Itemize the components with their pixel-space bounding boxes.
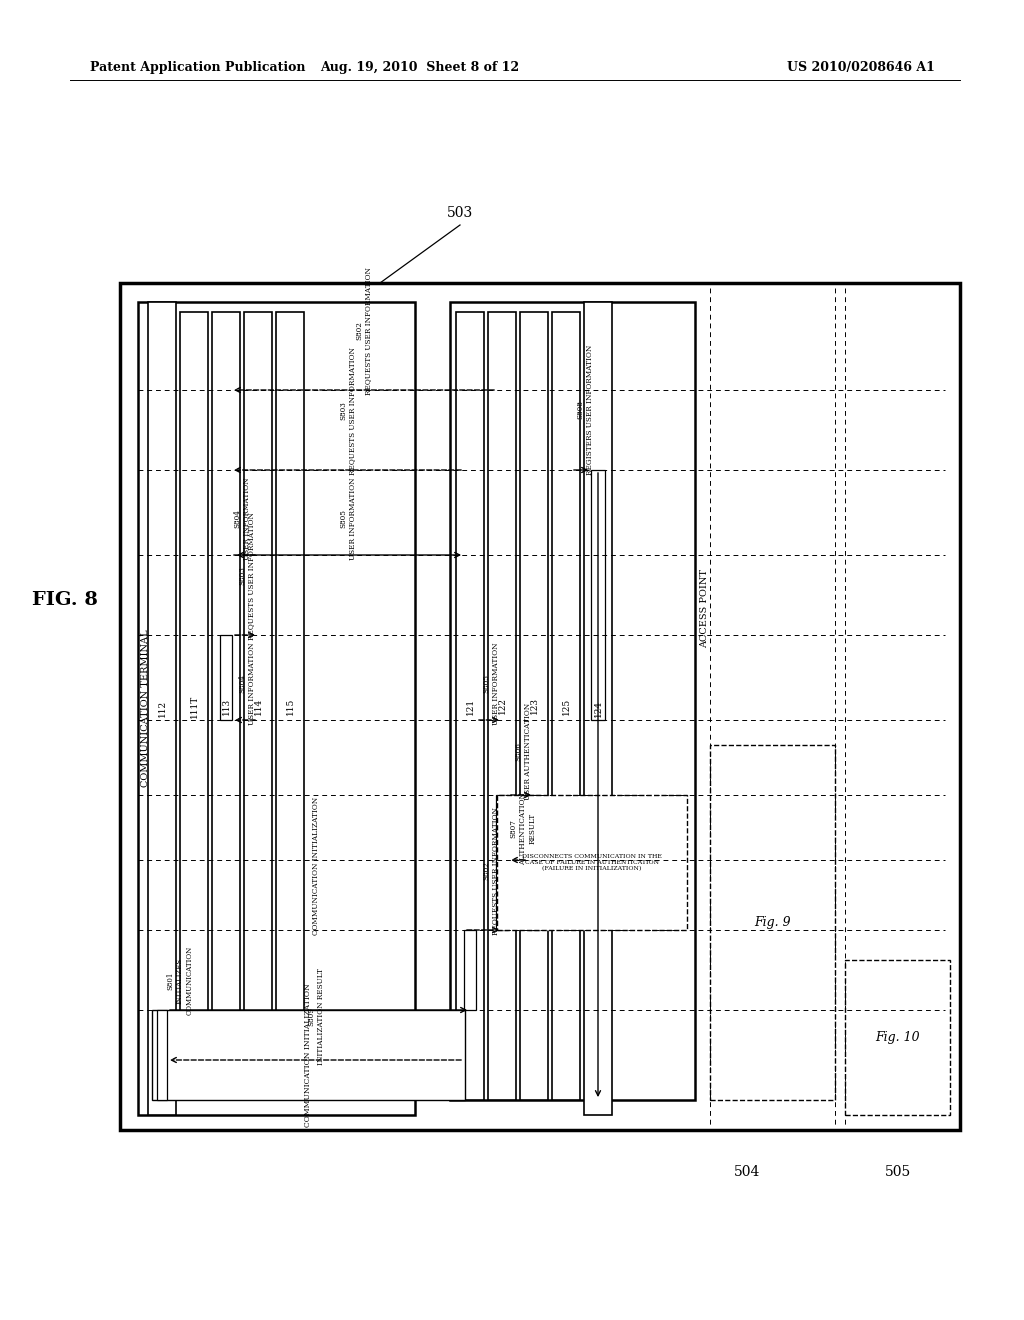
Bar [520, 312, 548, 1100]
Text: FIG. 8: FIG. 8 [32, 591, 98, 609]
Text: 112: 112 [158, 700, 167, 717]
Text: 113: 113 [221, 697, 230, 714]
Bar [464, 931, 476, 1010]
Bar [148, 302, 176, 1115]
Text: S804
USER INFORMATION: S804 USER INFORMATION [239, 643, 256, 725]
Bar [220, 635, 232, 719]
Text: COMMUNICATION INITIALIZATION: COMMUNICATION INITIALIZATION [312, 797, 319, 935]
Text: 503: 503 [446, 206, 473, 220]
Text: 125: 125 [561, 697, 570, 714]
Bar [212, 312, 240, 1100]
Text: S804
USER INFORMATION: S804 USER INFORMATION [233, 478, 251, 560]
Bar [157, 1010, 167, 1100]
Text: S805
USER INFORMATION: S805 USER INFORMATION [339, 478, 356, 560]
Text: 505: 505 [885, 1166, 910, 1179]
Bar [244, 312, 272, 1100]
Bar [496, 795, 508, 931]
Bar [276, 312, 304, 1100]
Text: S808
REGISTERS USER INFORMATION: S808 REGISTERS USER INFORMATION [577, 345, 594, 475]
Text: 114: 114 [254, 697, 262, 714]
Text: S805
USER INFORMATION: S805 USER INFORMATION [482, 643, 500, 725]
Text: 122: 122 [498, 697, 507, 714]
Text: COMMUNICATION TERMINAL: COMMUNICATION TERMINAL [141, 630, 151, 787]
Text: COMMUNICATION INITIALIZATION: COMMUNICATION INITIALIZATION [304, 983, 312, 1127]
Bar [497, 795, 687, 931]
Text: 504: 504 [734, 1166, 761, 1179]
Text: S801
INITIALIZES
COMMUNICATION: S801 INITIALIZES COMMUNICATION [167, 945, 194, 1015]
Text: 123: 123 [529, 697, 539, 714]
Text: S802
REQUESTS USER INFORMATION: S802 REQUESTS USER INFORMATION [355, 267, 373, 395]
Text: 124: 124 [594, 700, 602, 717]
Text: Patent Application Publication: Patent Application Publication [90, 62, 305, 74]
Text: 115: 115 [286, 697, 295, 714]
Text: S806
USER AUTHENTICATION: S806 USER AUTHENTICATION [514, 702, 531, 800]
Bar [845, 960, 950, 1115]
Bar [591, 470, 605, 719]
Text: DISCONNECTS COMMUNICATION IN THE
CASE OF FAILURE IN AUTHENTICATION
(FAILURE IN I: DISCONNECTS COMMUNICATION IN THE CASE OF… [522, 854, 662, 871]
Text: S802
REQUESTS USER INFORMATION: S802 REQUESTS USER INFORMATION [482, 807, 500, 935]
Text: ACCESS POINT: ACCESS POINT [700, 569, 710, 648]
Bar [180, 312, 208, 1100]
Bar [456, 312, 484, 1100]
Text: S803
REQUESTS USER INFORMATION: S803 REQUESTS USER INFORMATION [239, 512, 256, 640]
Text: S803
REQUESTS USER INFORMATION: S803 REQUESTS USER INFORMATION [339, 347, 356, 475]
Text: Aug. 19, 2010  Sheet 8 of 12: Aug. 19, 2010 Sheet 8 of 12 [321, 62, 519, 74]
Text: S807
AUTHENTICATION
RESULT: S807 AUTHENTICATION RESULT [510, 792, 537, 865]
Bar [584, 302, 612, 1115]
Text: S809
INITIALIZATION RESULT: S809 INITIALIZATION RESULT [307, 968, 325, 1065]
Bar [152, 1010, 465, 1100]
Text: 121: 121 [466, 697, 474, 714]
Bar [450, 302, 695, 1100]
Bar [138, 302, 415, 1115]
Text: 111T: 111T [189, 694, 199, 718]
Text: Fig. 10: Fig. 10 [876, 1031, 920, 1044]
Text: US 2010/0208646 A1: US 2010/0208646 A1 [787, 62, 935, 74]
Bar [710, 744, 835, 1100]
Text: Fig. 9: Fig. 9 [755, 916, 791, 929]
Bar [488, 312, 516, 1100]
Bar [528, 795, 540, 931]
Bar [120, 282, 961, 1130]
Bar [552, 312, 580, 1100]
